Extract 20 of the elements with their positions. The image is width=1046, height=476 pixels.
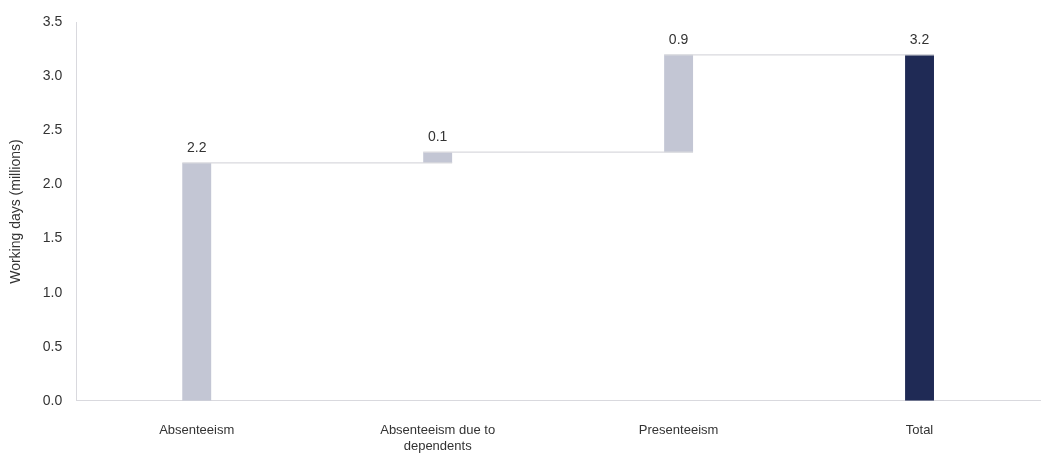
y-tick-label: 1.0	[42, 283, 63, 300]
data-label: 0.1	[427, 128, 448, 144]
x-tick-label: Absenteeism due to dependents	[380, 422, 496, 453]
y-tick-label: 1.5	[42, 229, 63, 246]
y-tick-label: 0.0	[42, 391, 63, 408]
y-tick-label: 3.5	[42, 13, 63, 30]
x-tick-label: Presenteeism	[638, 422, 719, 438]
bar	[182, 162, 212, 401]
y-tick-label: 3.0	[42, 67, 63, 84]
bar	[905, 54, 934, 401]
bar	[664, 54, 694, 153]
x-tick-label: Absenteeism	[159, 422, 235, 438]
y-tick-label: 2.5	[42, 121, 63, 138]
data-label: 0.9	[668, 30, 689, 47]
data-label: 2.2	[186, 138, 207, 155]
y-tick-label: 0.5	[42, 337, 63, 354]
y-axis-title: Working days (millions)	[7, 139, 24, 284]
y-tick-label: 2.0	[42, 175, 63, 192]
x-tick-label: Total	[905, 422, 934, 438]
data-label: 3.2	[909, 30, 930, 47]
